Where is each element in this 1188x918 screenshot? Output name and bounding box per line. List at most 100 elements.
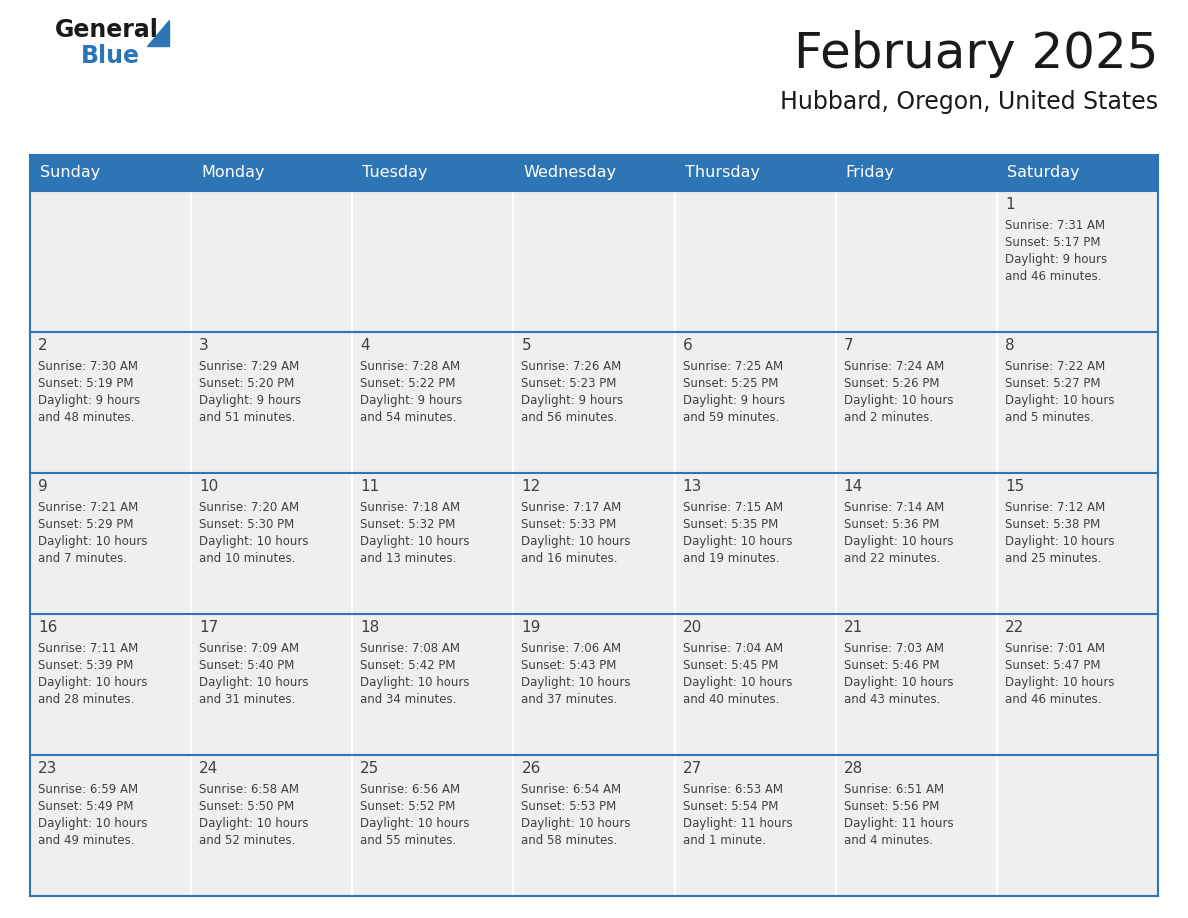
Bar [997,191,1158,332]
Text: Sunset: 5:50 PM: Sunset: 5:50 PM [200,800,295,813]
Text: and 34 minutes.: and 34 minutes. [360,693,456,706]
Text: Sunset: 5:20 PM: Sunset: 5:20 PM [200,377,295,390]
Text: and 58 minutes.: and 58 minutes. [522,834,618,847]
Text: Sunset: 5:25 PM: Sunset: 5:25 PM [683,377,778,390]
Text: and 40 minutes.: and 40 minutes. [683,693,779,706]
Text: and 54 minutes.: and 54 minutes. [360,411,456,424]
Text: Sunrise: 7:22 AM: Sunrise: 7:22 AM [1005,360,1105,373]
Text: Sunrise: 6:53 AM: Sunrise: 6:53 AM [683,783,783,796]
Text: Sunrise: 7:06 AM: Sunrise: 7:06 AM [522,642,621,655]
Text: 24: 24 [200,761,219,776]
Text: Daylight: 10 hours: Daylight: 10 hours [38,535,147,548]
Text: Daylight: 9 hours: Daylight: 9 hours [683,394,785,407]
Text: 26: 26 [522,761,541,776]
Text: 16: 16 [38,620,57,635]
Text: Sunset: 5:29 PM: Sunset: 5:29 PM [38,518,133,531]
Text: Sunset: 5:42 PM: Sunset: 5:42 PM [360,659,456,672]
Text: Daylight: 9 hours: Daylight: 9 hours [522,394,624,407]
Bar [30,332,191,473]
Text: Daylight: 10 hours: Daylight: 10 hours [1005,676,1114,689]
Bar [353,473,513,614]
Text: 20: 20 [683,620,702,635]
Text: Sunset: 5:27 PM: Sunset: 5:27 PM [1005,377,1100,390]
Text: 5: 5 [522,338,531,353]
Text: Sunset: 5:32 PM: Sunset: 5:32 PM [360,518,456,531]
Bar [675,473,835,614]
Text: Friday: Friday [846,165,895,181]
Text: Sunset: 5:39 PM: Sunset: 5:39 PM [38,659,133,672]
Bar [30,191,191,332]
Text: and 4 minutes.: and 4 minutes. [843,834,933,847]
Text: 13: 13 [683,479,702,494]
Text: Daylight: 10 hours: Daylight: 10 hours [522,817,631,830]
Text: Daylight: 10 hours: Daylight: 10 hours [360,535,469,548]
Text: Daylight: 10 hours: Daylight: 10 hours [38,817,147,830]
Text: 1: 1 [1005,197,1015,212]
Text: and 31 minutes.: and 31 minutes. [200,693,296,706]
Text: 10: 10 [200,479,219,494]
Text: 6: 6 [683,338,693,353]
Text: and 55 minutes.: and 55 minutes. [360,834,456,847]
Text: 27: 27 [683,761,702,776]
Text: Sunday: Sunday [40,165,100,181]
Text: and 2 minutes.: and 2 minutes. [843,411,933,424]
Text: Sunrise: 7:28 AM: Sunrise: 7:28 AM [360,360,461,373]
Bar [675,755,835,896]
Text: and 22 minutes.: and 22 minutes. [843,552,940,565]
Text: Sunrise: 7:15 AM: Sunrise: 7:15 AM [683,501,783,514]
Text: Saturday: Saturday [1007,165,1080,181]
Text: Sunset: 5:45 PM: Sunset: 5:45 PM [683,659,778,672]
Text: Daylight: 10 hours: Daylight: 10 hours [683,535,792,548]
Text: and 52 minutes.: and 52 minutes. [200,834,296,847]
Text: Sunrise: 7:04 AM: Sunrise: 7:04 AM [683,642,783,655]
Text: and 25 minutes.: and 25 minutes. [1005,552,1101,565]
Text: and 59 minutes.: and 59 minutes. [683,411,779,424]
Text: Sunset: 5:22 PM: Sunset: 5:22 PM [360,377,456,390]
Bar [30,755,191,896]
Bar [353,191,513,332]
Text: and 48 minutes.: and 48 minutes. [38,411,134,424]
Text: February 2025: February 2025 [794,30,1158,78]
Text: Sunrise: 6:54 AM: Sunrise: 6:54 AM [522,783,621,796]
Text: 18: 18 [360,620,379,635]
Text: Sunrise: 6:51 AM: Sunrise: 6:51 AM [843,783,943,796]
Text: Sunrise: 7:01 AM: Sunrise: 7:01 AM [1005,642,1105,655]
Text: Daylight: 10 hours: Daylight: 10 hours [38,676,147,689]
Bar [513,755,675,896]
Text: and 43 minutes.: and 43 minutes. [843,693,940,706]
Bar [513,332,675,473]
Text: and 46 minutes.: and 46 minutes. [1005,693,1101,706]
Text: 9: 9 [38,479,48,494]
Text: Sunrise: 7:11 AM: Sunrise: 7:11 AM [38,642,138,655]
Text: 12: 12 [522,479,541,494]
Text: and 28 minutes.: and 28 minutes. [38,693,134,706]
Bar [513,191,675,332]
Text: Sunset: 5:26 PM: Sunset: 5:26 PM [843,377,940,390]
Bar [997,614,1158,755]
Text: 15: 15 [1005,479,1024,494]
Text: Sunrise: 7:12 AM: Sunrise: 7:12 AM [1005,501,1105,514]
Text: Sunrise: 7:08 AM: Sunrise: 7:08 AM [360,642,460,655]
Text: Sunrise: 6:59 AM: Sunrise: 6:59 AM [38,783,138,796]
Text: Sunset: 5:33 PM: Sunset: 5:33 PM [522,518,617,531]
Text: Thursday: Thursday [684,165,759,181]
Text: Sunrise: 7:17 AM: Sunrise: 7:17 AM [522,501,621,514]
Text: Sunset: 5:30 PM: Sunset: 5:30 PM [200,518,295,531]
Text: Daylight: 10 hours: Daylight: 10 hours [843,535,953,548]
Text: Sunset: 5:56 PM: Sunset: 5:56 PM [843,800,939,813]
Bar [675,191,835,332]
Text: Sunrise: 7:18 AM: Sunrise: 7:18 AM [360,501,461,514]
Text: and 56 minutes.: and 56 minutes. [522,411,618,424]
Text: Tuesday: Tuesday [362,165,428,181]
Bar [675,332,835,473]
Text: Daylight: 11 hours: Daylight: 11 hours [843,817,953,830]
Text: Sunrise: 7:09 AM: Sunrise: 7:09 AM [200,642,299,655]
Text: 22: 22 [1005,620,1024,635]
Text: Daylight: 9 hours: Daylight: 9 hours [38,394,140,407]
Text: Daylight: 10 hours: Daylight: 10 hours [200,676,309,689]
Text: 4: 4 [360,338,369,353]
Text: 25: 25 [360,761,379,776]
Text: and 1 minute.: and 1 minute. [683,834,765,847]
Text: Sunset: 5:35 PM: Sunset: 5:35 PM [683,518,778,531]
Text: 14: 14 [843,479,862,494]
